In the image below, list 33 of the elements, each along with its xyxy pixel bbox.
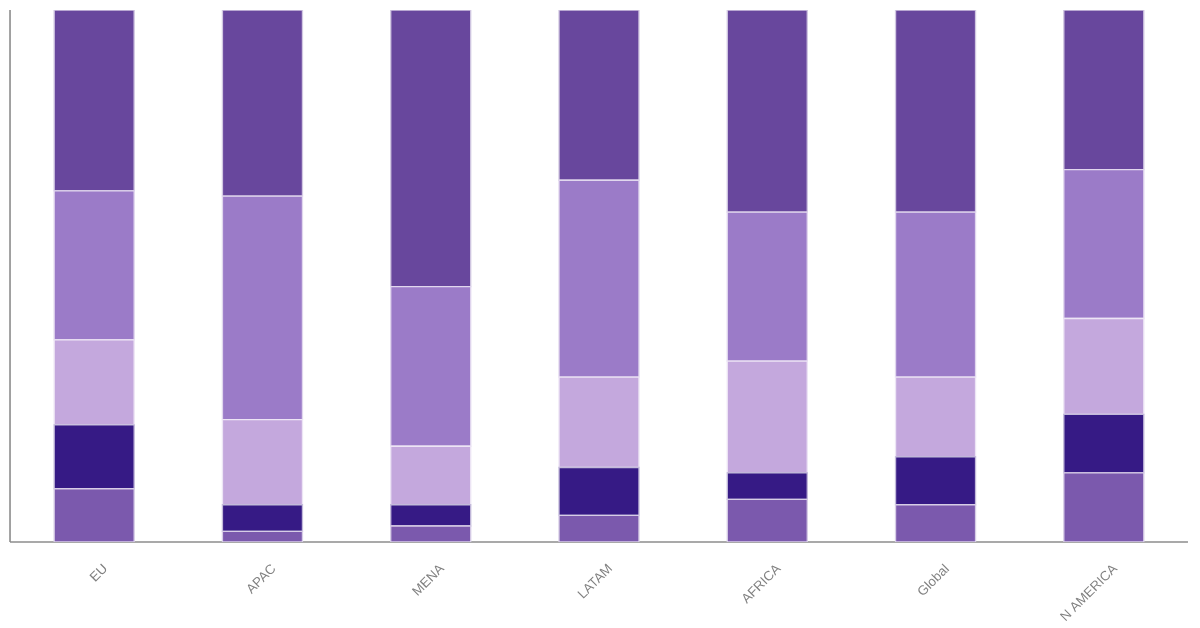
bar bbox=[221, 504, 304, 532]
bar bbox=[726, 472, 808, 501]
bar bbox=[894, 504, 977, 542]
bar bbox=[221, 418, 304, 506]
bar bbox=[221, 10, 304, 197]
bar bbox=[390, 504, 472, 527]
bar bbox=[53, 190, 135, 341]
bar bbox=[390, 10, 472, 288]
bar bbox=[221, 195, 304, 421]
bar bbox=[558, 10, 640, 181]
bar bbox=[726, 211, 808, 362]
bar bbox=[558, 376, 640, 469]
bar bbox=[894, 10, 977, 213]
bar bbox=[53, 339, 135, 426]
bar bbox=[1063, 413, 1145, 474]
bar bbox=[390, 445, 472, 506]
bar bbox=[1063, 317, 1145, 415]
bar bbox=[53, 10, 135, 192]
bar bbox=[559, 515, 639, 542]
bar bbox=[1063, 168, 1145, 320]
bar bbox=[53, 424, 135, 490]
bar bbox=[894, 376, 977, 458]
bar bbox=[894, 211, 977, 378]
bar bbox=[558, 466, 640, 517]
bar bbox=[726, 498, 808, 542]
bar bbox=[53, 488, 135, 542]
bar bbox=[558, 179, 640, 378]
bar bbox=[726, 360, 808, 474]
bar bbox=[1063, 472, 1145, 542]
bar bbox=[894, 456, 977, 506]
bar bbox=[1063, 10, 1145, 171]
bar bbox=[390, 285, 472, 447]
bar bbox=[726, 10, 808, 213]
